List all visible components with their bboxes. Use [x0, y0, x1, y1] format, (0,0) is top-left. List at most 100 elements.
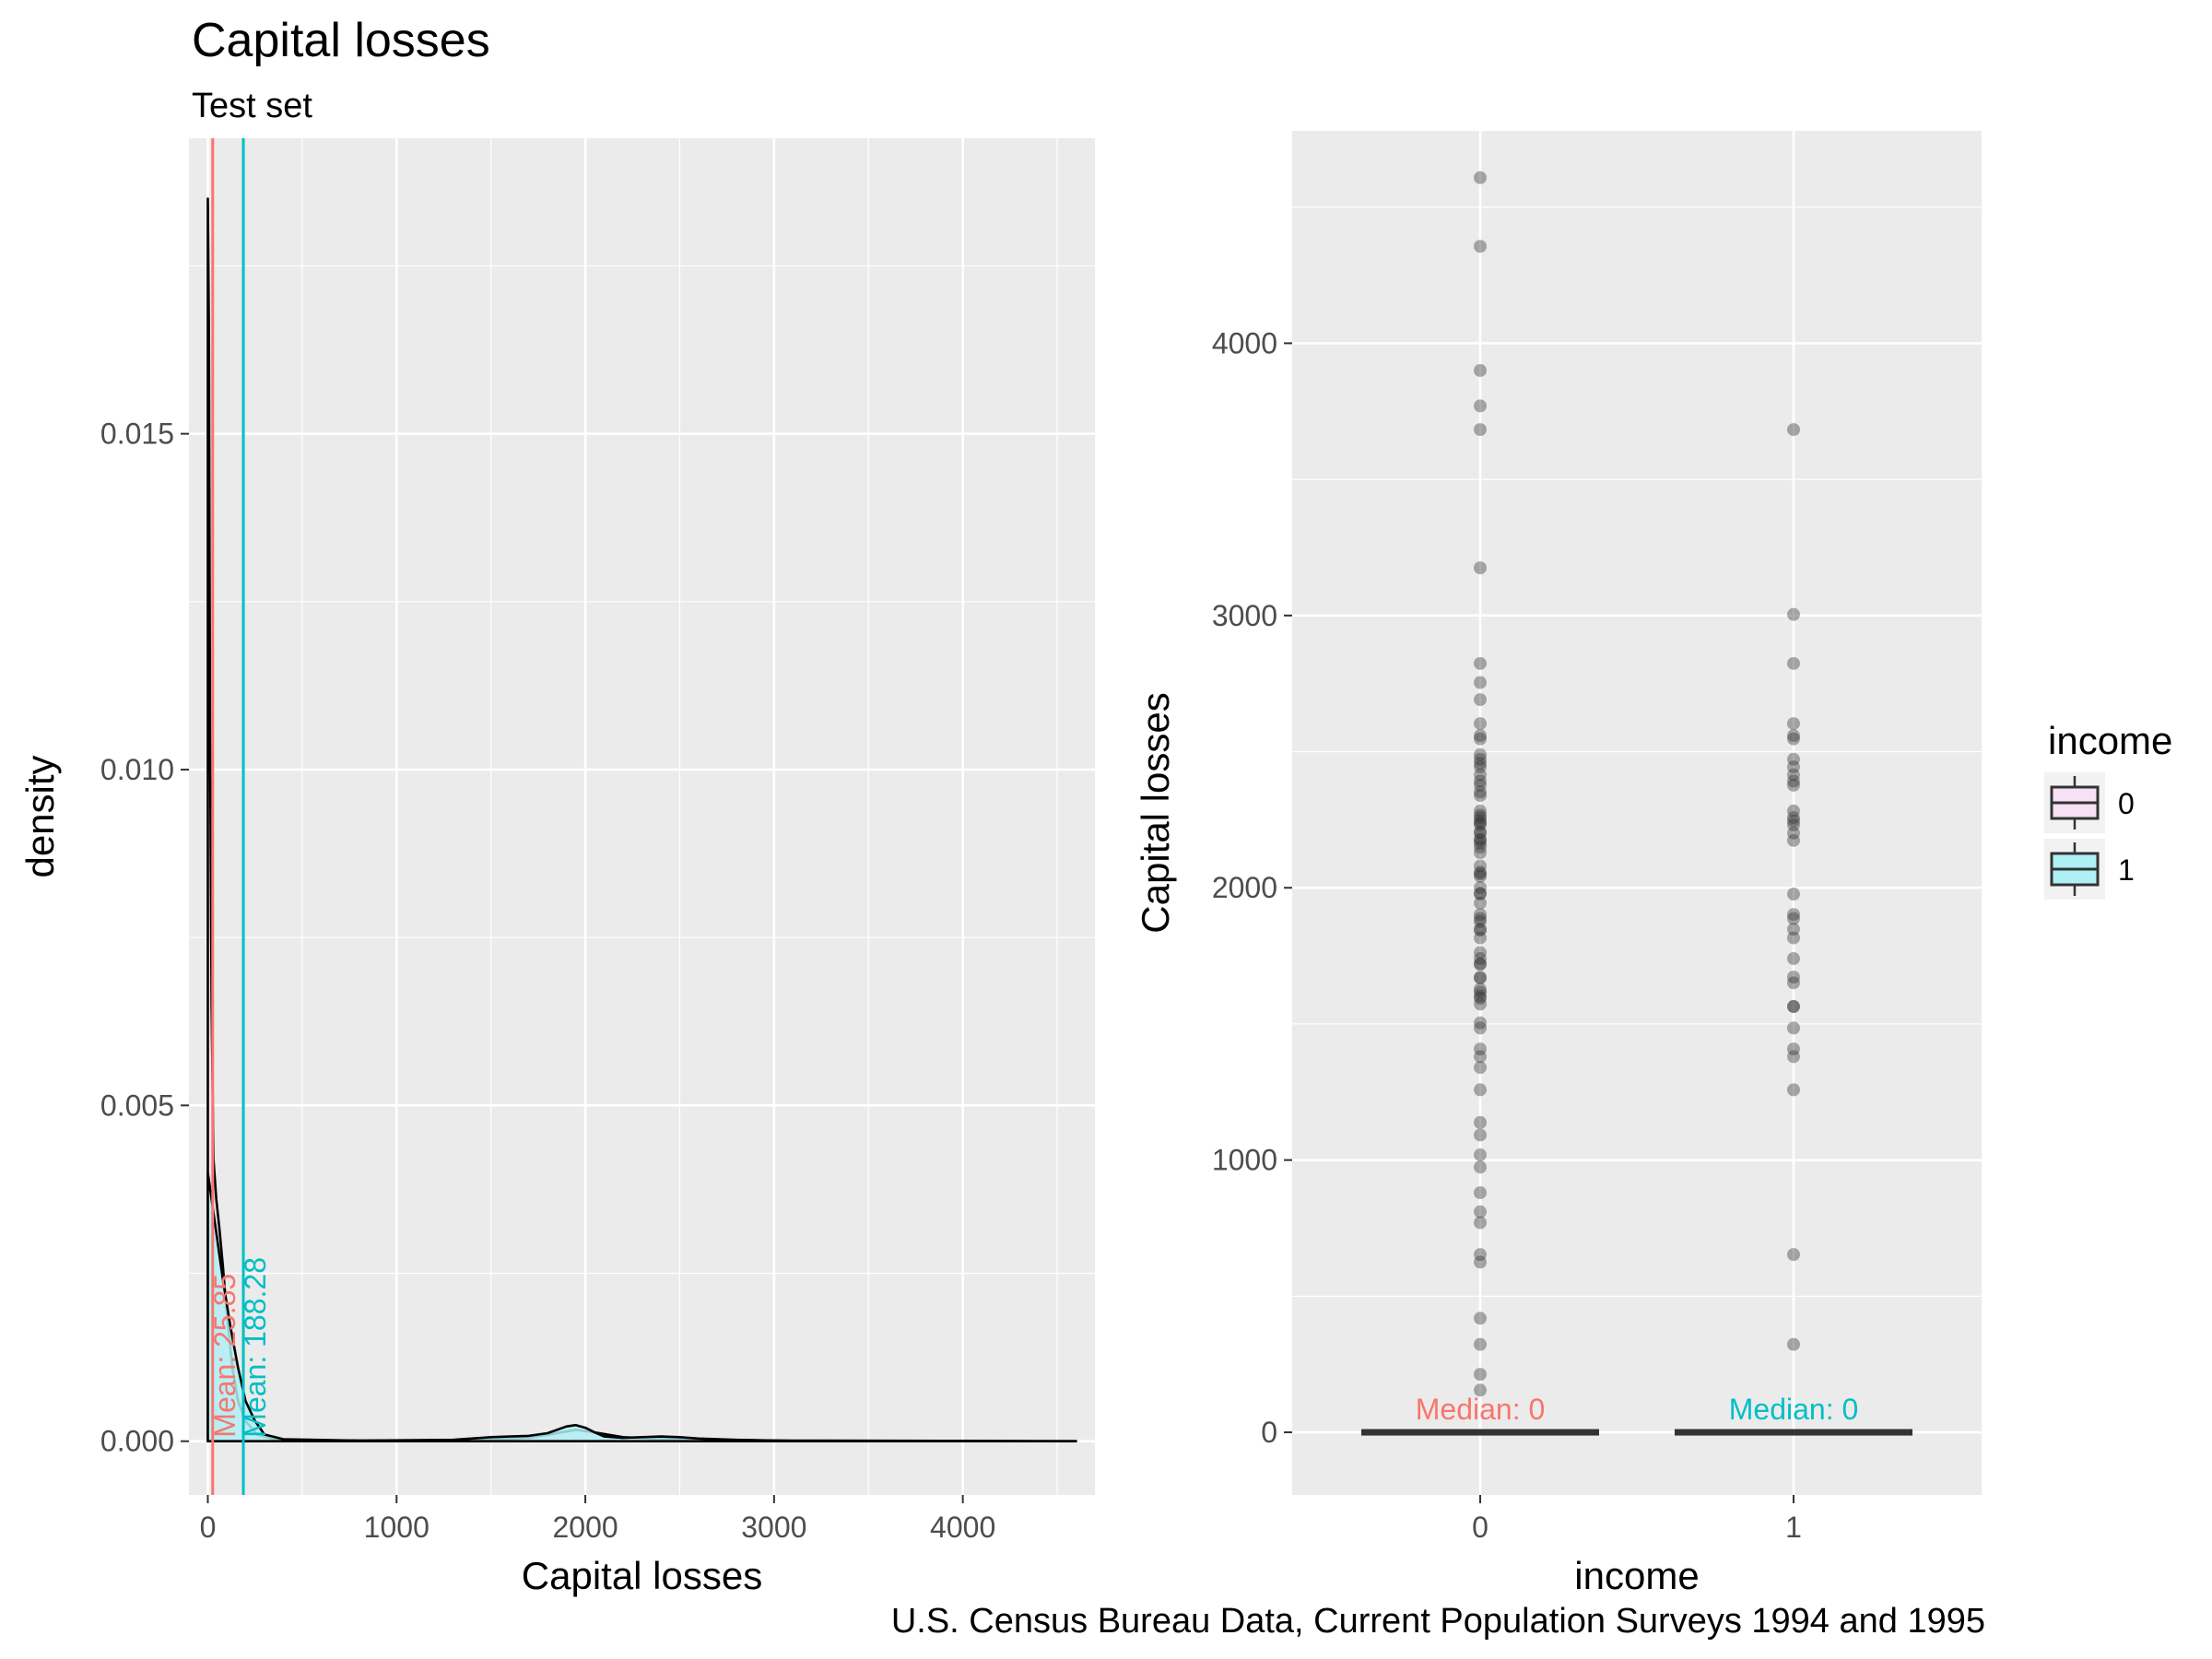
outlier-point — [1474, 171, 1487, 184]
outlier-point — [1474, 816, 1487, 830]
legend-title: income — [2048, 719, 2172, 762]
outlier-point — [1474, 785, 1487, 799]
outlier-point — [1787, 1000, 1800, 1014]
outlier-point — [1474, 808, 1487, 822]
outlier-point — [1787, 778, 1800, 792]
outlier-point — [1787, 1000, 1800, 1014]
outlier-point — [1474, 989, 1487, 1003]
outlier-point — [1474, 914, 1487, 928]
outlier-point — [1474, 1255, 1487, 1269]
outlier-point — [1474, 760, 1487, 774]
outlier-point — [1474, 1368, 1487, 1382]
outlier-point — [1474, 1186, 1487, 1200]
plot-background — [1292, 131, 1982, 1495]
outlier-point — [1474, 912, 1487, 925]
mean-label-0: Mean: 25.85 — [208, 1274, 241, 1438]
outlier-point — [1787, 752, 1800, 766]
outlier-point — [1474, 752, 1487, 766]
outlier-point — [1474, 971, 1487, 984]
x-tick-label: 1 — [1785, 1511, 1802, 1544]
outlier-point — [1474, 717, 1487, 731]
outlier-point — [1474, 1083, 1487, 1097]
x-tick-label: 1000 — [364, 1511, 429, 1544]
outlier-point — [1474, 423, 1487, 437]
outlier-point — [1474, 923, 1487, 936]
outlier-point — [1474, 908, 1487, 922]
outlier-point — [1474, 1115, 1487, 1129]
outlier-point — [1787, 814, 1800, 828]
outlier-point — [1474, 240, 1487, 253]
chart-caption: U.S. Census Bureau Data, Current Populat… — [890, 1602, 1985, 1641]
x-tick-label: 4000 — [930, 1511, 995, 1544]
x-tick-label: 2000 — [552, 1511, 618, 1544]
outlier-point — [1787, 952, 1800, 966]
x-axis-title: Capital losses — [522, 1554, 762, 1597]
outlier-point — [1474, 1337, 1487, 1351]
outlier-point — [1474, 971, 1487, 985]
outlier-point — [1787, 1248, 1800, 1262]
outlier-point — [1474, 1248, 1487, 1262]
outlier-point — [1787, 1050, 1800, 1064]
y-tick-label: 0.010 — [100, 753, 174, 786]
outlier-point — [1787, 912, 1800, 925]
outlier-point — [1474, 846, 1487, 860]
outlier-point — [1474, 399, 1487, 413]
y-tick-label: 4000 — [1212, 326, 1277, 359]
outlier-point — [1474, 1312, 1487, 1325]
outlier-point — [1787, 732, 1800, 746]
outlier-point — [1474, 1205, 1487, 1218]
outlier-point — [1474, 676, 1487, 689]
outlier-point — [1474, 1050, 1487, 1064]
boxplot-panel: 0 1000 2000 3000 4000 0 1 Median: 0 Median: 0 inc… — [1134, 131, 1982, 1597]
mean-label-1: Mean: 188.28 — [239, 1257, 272, 1438]
outlier-point — [1474, 1216, 1487, 1230]
outlier-point — [1474, 958, 1487, 971]
y-tick-label: 0.015 — [100, 418, 174, 451]
outlier-point — [1474, 997, 1487, 1011]
outlier-point — [1474, 931, 1487, 945]
outlier-point — [1474, 888, 1487, 901]
y-tick-label: 1000 — [1212, 1144, 1277, 1177]
outlier-point — [1474, 985, 1487, 999]
outlier-point — [1474, 957, 1487, 971]
outlier-point — [1474, 946, 1487, 959]
outlier-point — [1474, 832, 1487, 846]
outlier-point — [1474, 561, 1487, 575]
outlier-point — [1474, 1021, 1487, 1035]
outlier-point — [1474, 1160, 1487, 1174]
density-panel: 0 1000 2000 3000 4000 0.000 0.005 0.010 0.015 Mea… — [18, 138, 1095, 1597]
outlier-point — [1474, 896, 1487, 910]
outlier-point — [1787, 931, 1800, 945]
outlier-point — [1474, 982, 1487, 996]
legend-label-1: 1 — [2118, 853, 2135, 887]
outlier-point — [1787, 811, 1800, 825]
outlier-point — [1474, 869, 1487, 883]
outlier-point — [1787, 833, 1800, 847]
outlier-point — [1474, 1383, 1487, 1397]
outlier-point — [1474, 1128, 1487, 1142]
outlier-point — [1474, 656, 1487, 670]
outlier-point — [1787, 760, 1800, 774]
outlier-point — [1474, 826, 1487, 840]
outlier-point — [1474, 992, 1487, 1006]
outlier-point — [1787, 729, 1800, 743]
legend: income 0 1 — [2044, 719, 2172, 900]
outlier-point — [1787, 1083, 1800, 1097]
chart-title: Capital losses — [192, 14, 490, 67]
y-tick-label: 0.005 — [100, 1088, 174, 1122]
outlier-point — [1787, 818, 1800, 831]
outlier-point — [1474, 811, 1487, 825]
y-axis-title: Capital losses — [1134, 692, 1177, 933]
outlier-point — [1474, 778, 1487, 792]
outlier-point — [1787, 607, 1800, 621]
outlier-point — [1474, 859, 1487, 873]
chart-subtitle: Test set — [192, 87, 312, 125]
outlier-point — [1787, 1042, 1800, 1056]
outlier-point — [1474, 732, 1487, 746]
y-tick-label: 0 — [1261, 1416, 1277, 1449]
outlier-point — [1787, 888, 1800, 901]
outlier-point — [1474, 1042, 1487, 1056]
outlier-point — [1787, 1021, 1800, 1035]
median-label-1: Median: 0 — [1729, 1393, 1859, 1426]
